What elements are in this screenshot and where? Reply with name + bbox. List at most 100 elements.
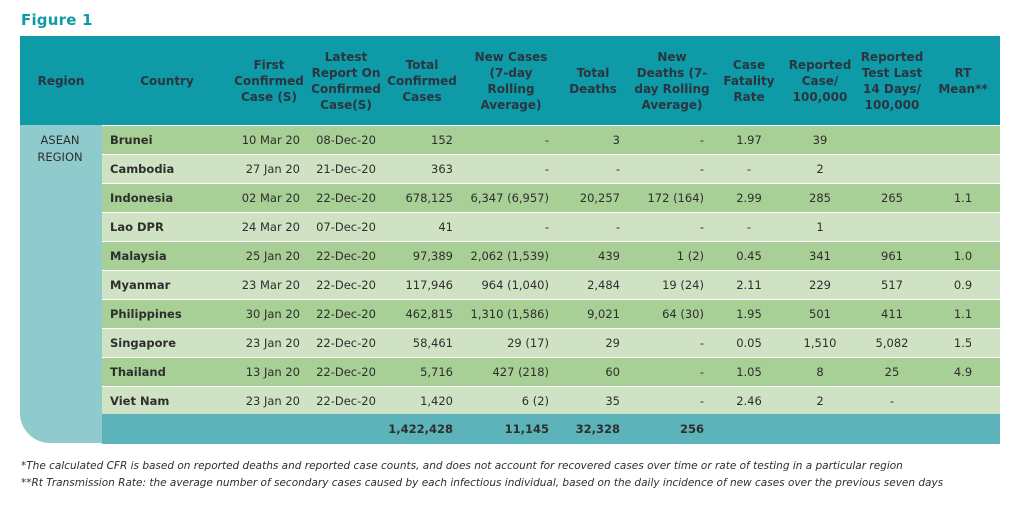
cell-total-cases: 5,716 xyxy=(420,365,453,379)
cell-cfr: 2.46 xyxy=(736,394,762,408)
table-row: Brunei 10 Mar 20 08-Dec-20 152 - 3 - 1.97 39 xyxy=(102,126,1000,154)
table-row: Singapore 23 Jan 20 22-Dec-20 58,461 29 (17)… xyxy=(102,329,1000,357)
cell-first-case: 10 Mar 20 xyxy=(241,133,300,147)
cell-total-deaths: 439 xyxy=(598,249,620,263)
cell-reported-test: 5,082 xyxy=(875,336,909,350)
cell-reported-case: 2 xyxy=(816,162,824,176)
cell-reported-case: 2 xyxy=(816,394,824,408)
cell-rt-mean: 0.9 xyxy=(953,278,973,292)
table-row: Lao DPR 24 Mar 20 07-Dec-20 41 - - - - 1 xyxy=(102,213,1000,241)
cell-total-deaths: 60 xyxy=(605,365,620,379)
cell-latest-report: 08-Dec-20 xyxy=(316,133,376,147)
table-row: Indonesia 02 Mar 20 22-Dec-20 678,125 6,347 … xyxy=(102,184,1000,212)
cell-new-deaths: - xyxy=(699,394,704,408)
cell-new-cases: - xyxy=(544,133,549,147)
cell-total-deaths: 2,484 xyxy=(587,278,620,292)
cell-new-deaths: 172 (164) xyxy=(647,191,704,205)
cell-latest-report: 22-Dec-20 xyxy=(316,394,376,408)
cell-latest-report: 22-Dec-20 xyxy=(316,191,376,205)
cell-total-cases: 58,461 xyxy=(412,336,453,350)
cell-country: Viet Nam xyxy=(110,394,170,408)
cell-new-deaths: - xyxy=(699,162,704,176)
cell-latest-report: 22-Dec-20 xyxy=(316,249,376,263)
cell-new-deaths: - xyxy=(699,336,704,350)
cell-first-case: 02 Mar 20 xyxy=(241,191,300,205)
cell-first-case: 30 Jan 20 xyxy=(245,307,300,321)
cell-new-deaths: 64 (30) xyxy=(662,307,704,321)
cell-reported-case: 501 xyxy=(809,307,831,321)
cell-rt-mean xyxy=(932,126,994,154)
cell-reported-test: 961 xyxy=(881,249,903,263)
cell-rt-mean: 4.9 xyxy=(953,365,973,379)
cell-total-deaths: 3 xyxy=(612,133,620,147)
cell-new-cases: 1,310 (1,586) xyxy=(470,307,549,321)
cell-reported-test xyxy=(858,155,926,183)
totals-new-deaths: 256 xyxy=(679,422,704,436)
cell-rt-mean xyxy=(932,155,994,183)
cell-new-cases: - xyxy=(544,162,549,176)
cell-reported-test xyxy=(858,213,926,241)
header-region: Region xyxy=(37,73,85,88)
cell-reported-case: 1,510 xyxy=(803,336,837,350)
cell-rt-mean: 1.1 xyxy=(953,191,973,205)
cell-reported-case: 341 xyxy=(809,249,831,263)
cell-first-case: 27 Jan 20 xyxy=(245,162,300,176)
cell-country: Myanmar xyxy=(110,278,171,292)
cell-first-case: 23 Jan 20 xyxy=(245,336,300,350)
cell-total-deaths: - xyxy=(615,162,620,176)
cell-total-deaths: 29 xyxy=(605,336,620,350)
footnote-cfr: *The calculated CFR is based on reported… xyxy=(21,460,903,472)
cell-cfr: 1.97 xyxy=(736,133,762,147)
cell-country: Brunei xyxy=(110,133,153,147)
cell-new-deaths: 19 (24) xyxy=(662,278,704,292)
header-reported-test: Reported Test Last 14 Days/ 100,000 xyxy=(860,49,924,112)
cell-latest-report: 21-Dec-20 xyxy=(316,162,376,176)
cell-cfr: 0.45 xyxy=(736,249,762,263)
table-row: Myanmar 23 Mar 20 22-Dec-20 117,946 964 (1,0… xyxy=(102,271,1000,299)
cell-cfr: - xyxy=(746,162,752,176)
cell-rt-mean: 1.0 xyxy=(953,249,973,263)
cell-first-case: 24 Mar 20 xyxy=(241,220,300,234)
table-row: Philippines 30 Jan 20 22-Dec-20 462,815 1,31… xyxy=(102,300,1000,328)
cell-total-cases: 462,815 xyxy=(405,307,453,321)
cell-total-deaths: 20,257 xyxy=(579,191,620,205)
cell-rt-mean xyxy=(932,387,994,415)
cell-total-cases: 97,389 xyxy=(412,249,453,263)
cell-reported-case: 229 xyxy=(809,278,831,292)
cell-cfr: - xyxy=(746,220,752,234)
cell-new-deaths: - xyxy=(699,220,704,234)
cell-rt-mean xyxy=(932,213,994,241)
cell-cfr: 1.95 xyxy=(736,307,762,321)
cell-new-cases: 6 (2) xyxy=(521,394,549,408)
cell-new-deaths: 1 (2) xyxy=(676,249,704,263)
cell-first-case: 23 Jan 20 xyxy=(245,394,300,408)
cell-latest-report: 22-Dec-20 xyxy=(316,307,376,321)
cell-cfr: 2.99 xyxy=(736,191,762,205)
cell-new-deaths: - xyxy=(699,365,704,379)
table-row: Malaysia 25 Jan 20 22-Dec-20 97,389 2,062 (1… xyxy=(102,242,1000,270)
header-new-cases: New Cases (7-day Rolling Average) xyxy=(474,49,548,112)
cell-country: Singapore xyxy=(110,336,177,350)
cell-latest-report: 22-Dec-20 xyxy=(316,336,376,350)
cell-latest-report: 07-Dec-20 xyxy=(316,220,376,234)
cell-cfr: 2.11 xyxy=(736,278,762,292)
cell-total-deaths: 35 xyxy=(605,394,620,408)
cell-reported-case: 1 xyxy=(816,220,824,234)
header-cfr: Case Fatality Rate xyxy=(723,57,775,104)
header-total-deaths: Total Deaths xyxy=(569,65,617,96)
cell-country: Lao DPR xyxy=(110,220,164,234)
header-total-cases: Total Confirmed Cases xyxy=(387,57,457,104)
cell-new-deaths: - xyxy=(699,133,704,147)
cell-country: Cambodia xyxy=(110,162,175,176)
cell-new-cases: 2,062 (1,539) xyxy=(470,249,549,263)
header-reported-case: Reported Case/ 100,000 xyxy=(788,57,852,104)
table-row: Cambodia 27 Jan 20 21-Dec-20 363 - - - - 2 xyxy=(102,155,1000,183)
figure-title: Figure 1 xyxy=(21,11,93,29)
cell-cfr: 1.05 xyxy=(736,365,762,379)
cell-total-cases: 678,125 xyxy=(405,191,453,205)
cell-new-cases: 6,347 (6,957) xyxy=(470,191,549,205)
cell-total-cases: 41 xyxy=(438,220,453,234)
table-row: Viet Nam 23 Jan 20 22-Dec-20 1,420 6 (2) 35 - 2… xyxy=(102,387,1000,415)
cell-total-cases: 117,946 xyxy=(405,278,453,292)
cell-reported-case: 285 xyxy=(809,191,831,205)
